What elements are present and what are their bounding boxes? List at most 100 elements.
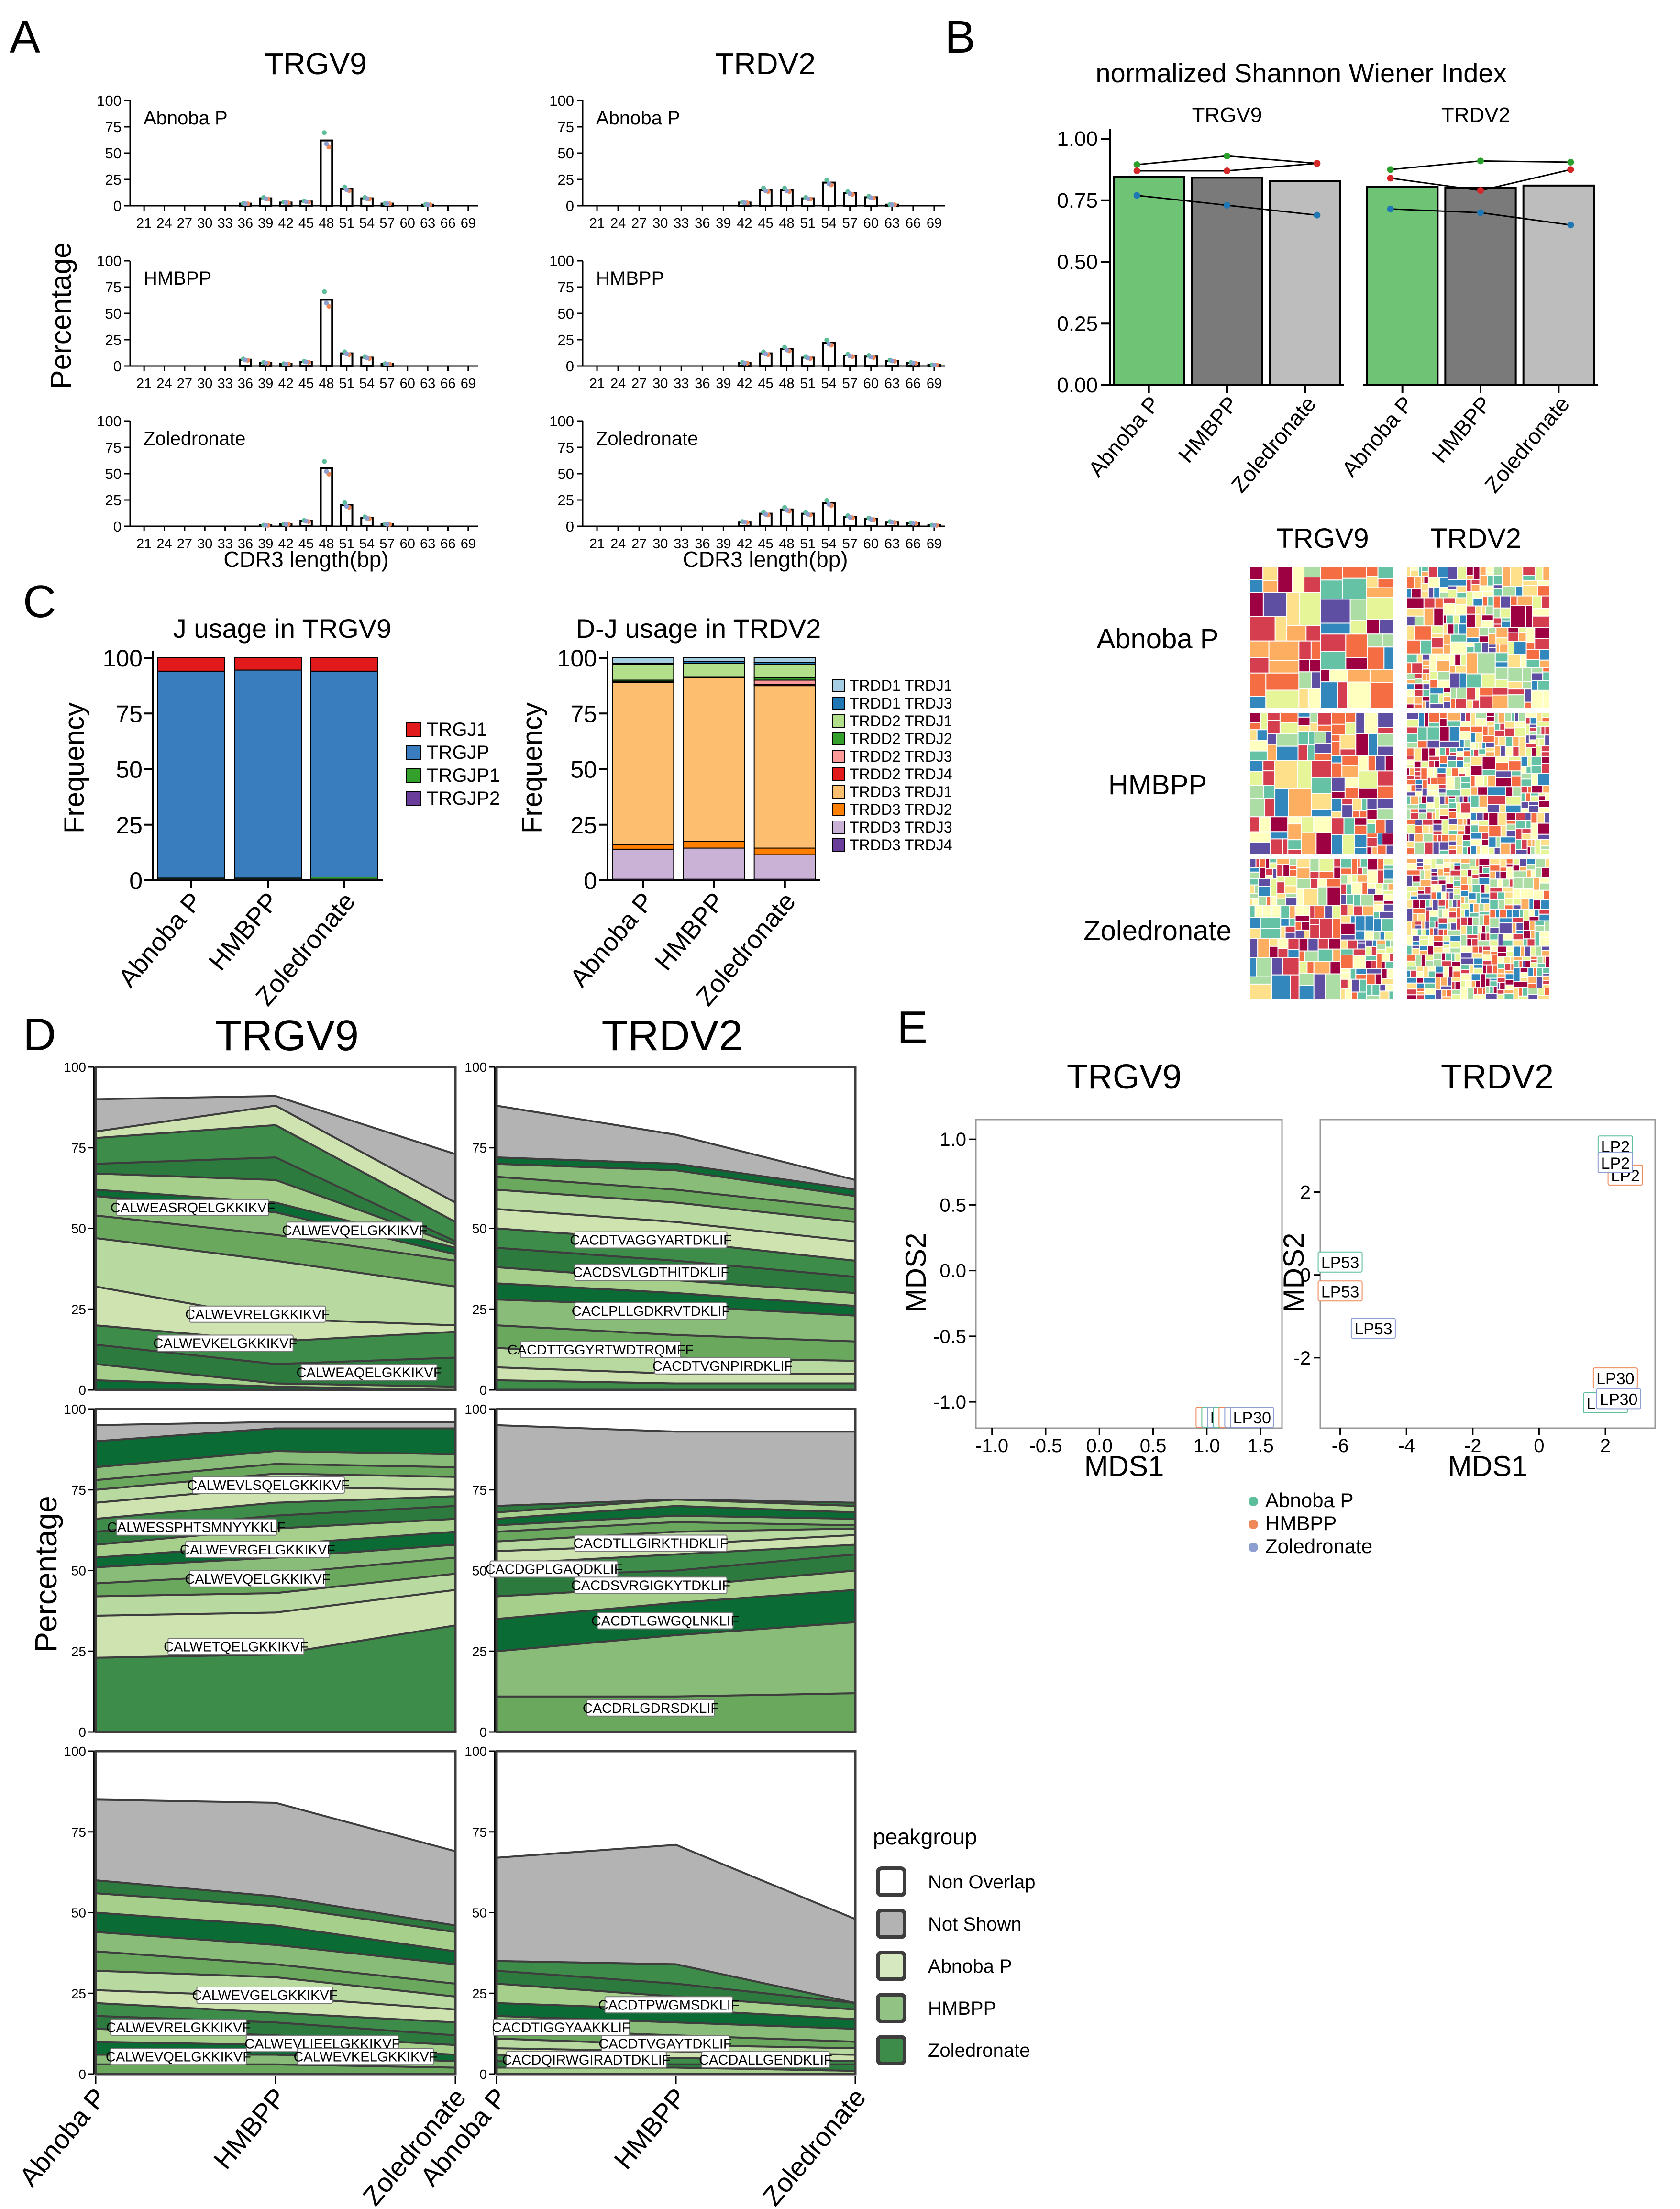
x-tick-label: 27 [631, 376, 647, 391]
treemap-cell [1427, 966, 1436, 972]
treemap-cell [1432, 830, 1443, 835]
treemap-cell [1497, 968, 1505, 975]
mds-x-tick-label: 0.5 [1140, 1435, 1167, 1456]
treemap-cell [1500, 825, 1507, 838]
treemap-cell [1426, 784, 1439, 791]
treemap-cell [1534, 925, 1545, 932]
treemap-cell [1414, 576, 1422, 589]
treemap-cell [1249, 798, 1265, 818]
treemap-cell [1324, 905, 1333, 919]
treemap-cell [1429, 687, 1444, 695]
treemap-cell [1406, 808, 1411, 820]
treemap-cell [1367, 869, 1378, 884]
y-tick-label: 75 [105, 279, 122, 296]
treemap-cell [1298, 961, 1308, 974]
mds-point-label-box [1596, 1388, 1641, 1410]
panel-d-y-tick-label: 50 [472, 1564, 487, 1578]
treemap-cell [1298, 688, 1309, 709]
paired-point [1133, 161, 1140, 168]
treemap-cell [1478, 742, 1483, 750]
treemap-cell [1521, 839, 1528, 850]
treemap-cell [1411, 588, 1422, 599]
treemap-cell [1277, 948, 1289, 958]
treemap-cell [1477, 652, 1496, 675]
treemap-cell [1531, 680, 1539, 691]
treemap-cell [1340, 874, 1348, 885]
legend-label-non-overlap: Non Overlap [928, 1872, 1036, 1893]
treemap-cell [1515, 586, 1524, 597]
treemap-cell [1441, 989, 1447, 998]
x-tick-label: 39 [716, 216, 731, 231]
mds-legend-dot [1249, 1543, 1258, 1552]
treemap-cell [1412, 874, 1421, 883]
treemap-cell [1411, 662, 1423, 674]
x-tick-label: 48 [779, 376, 794, 391]
clone-label-box [196, 1987, 333, 2004]
treemap-cell [1522, 667, 1532, 682]
treemap-cell [1541, 595, 1550, 609]
treemap-cell [1366, 995, 1381, 1001]
treemap-cell [1532, 615, 1551, 628]
treemap-cell [1297, 744, 1308, 761]
treemap-cell [1366, 798, 1378, 810]
x-tick-label: 60 [400, 536, 415, 552]
treemap-cell [1298, 659, 1310, 673]
treemap-cell [1406, 819, 1416, 825]
treemap-cell [1525, 743, 1537, 748]
treemap-cell [1434, 884, 1442, 893]
treemap-cell [1427, 566, 1438, 578]
panel-e-title-trgv9: TRGV9 [1067, 1058, 1182, 1096]
treemap-cell [1320, 681, 1338, 709]
treemap-cell [1450, 698, 1456, 709]
treemap-cell [1495, 870, 1501, 880]
treemap-cell [1499, 836, 1516, 844]
treemap-cell [1337, 681, 1348, 709]
treemap-cell [1518, 736, 1526, 757]
treemap-cell [1249, 760, 1264, 772]
treemap-cell [1379, 931, 1385, 941]
treemap-cell [1410, 895, 1418, 900]
treemap-cell [1494, 679, 1509, 688]
treemap-cell [1482, 960, 1492, 966]
treemap-cell [1385, 844, 1393, 855]
x-tick-label: 51 [339, 536, 354, 552]
treemap-cell [1340, 978, 1348, 989]
treemap-cell [1485, 932, 1491, 942]
treemap-cell [1379, 984, 1386, 992]
treemap-cell [1541, 755, 1551, 764]
treemap-cell [1304, 566, 1321, 578]
treemap-cell [1466, 613, 1477, 628]
panel-c-y-tick-label: 50 [116, 756, 143, 783]
legend-label-trdd2-trdj2: TRDD2 TRDJ2 [850, 730, 952, 747]
treemap-cell [1522, 987, 1529, 997]
treemap-cell [1345, 722, 1357, 736]
treemap-cell [1249, 884, 1255, 894]
treemap-cell [1385, 984, 1394, 992]
replicate-dot [322, 289, 327, 294]
treemap-cell [1530, 846, 1536, 855]
treemap-cell [1512, 870, 1527, 878]
treemap-cell [1479, 687, 1493, 697]
treemap-cell [1542, 566, 1550, 581]
treemap-cell [1406, 703, 1415, 709]
treemap-cell [1511, 909, 1520, 918]
x-tick-label: 48 [319, 536, 334, 552]
treemap-cell [1449, 665, 1456, 674]
treemap-cell [1266, 744, 1277, 761]
treemap-cell [1249, 957, 1257, 977]
treemap-cell [1453, 776, 1462, 790]
treemap-cell [1456, 687, 1467, 699]
treemap-cell [1437, 917, 1448, 924]
panel-d-y-tick-label: 0 [78, 1725, 86, 1740]
mds-x-tick-label: -1.0 [975, 1435, 1008, 1456]
treemap-cell [1439, 755, 1448, 764]
treemap-cell [1460, 987, 1468, 1001]
clone-label-box [574, 1264, 728, 1281]
treemap-cell [1422, 689, 1431, 697]
clone-label-box [574, 1302, 728, 1320]
treemap-cell [1487, 786, 1506, 796]
treemap-cell [1528, 916, 1540, 921]
treemap-cell [1345, 657, 1368, 670]
treemap-cell [1481, 620, 1494, 628]
treemap-cell [1515, 930, 1524, 934]
